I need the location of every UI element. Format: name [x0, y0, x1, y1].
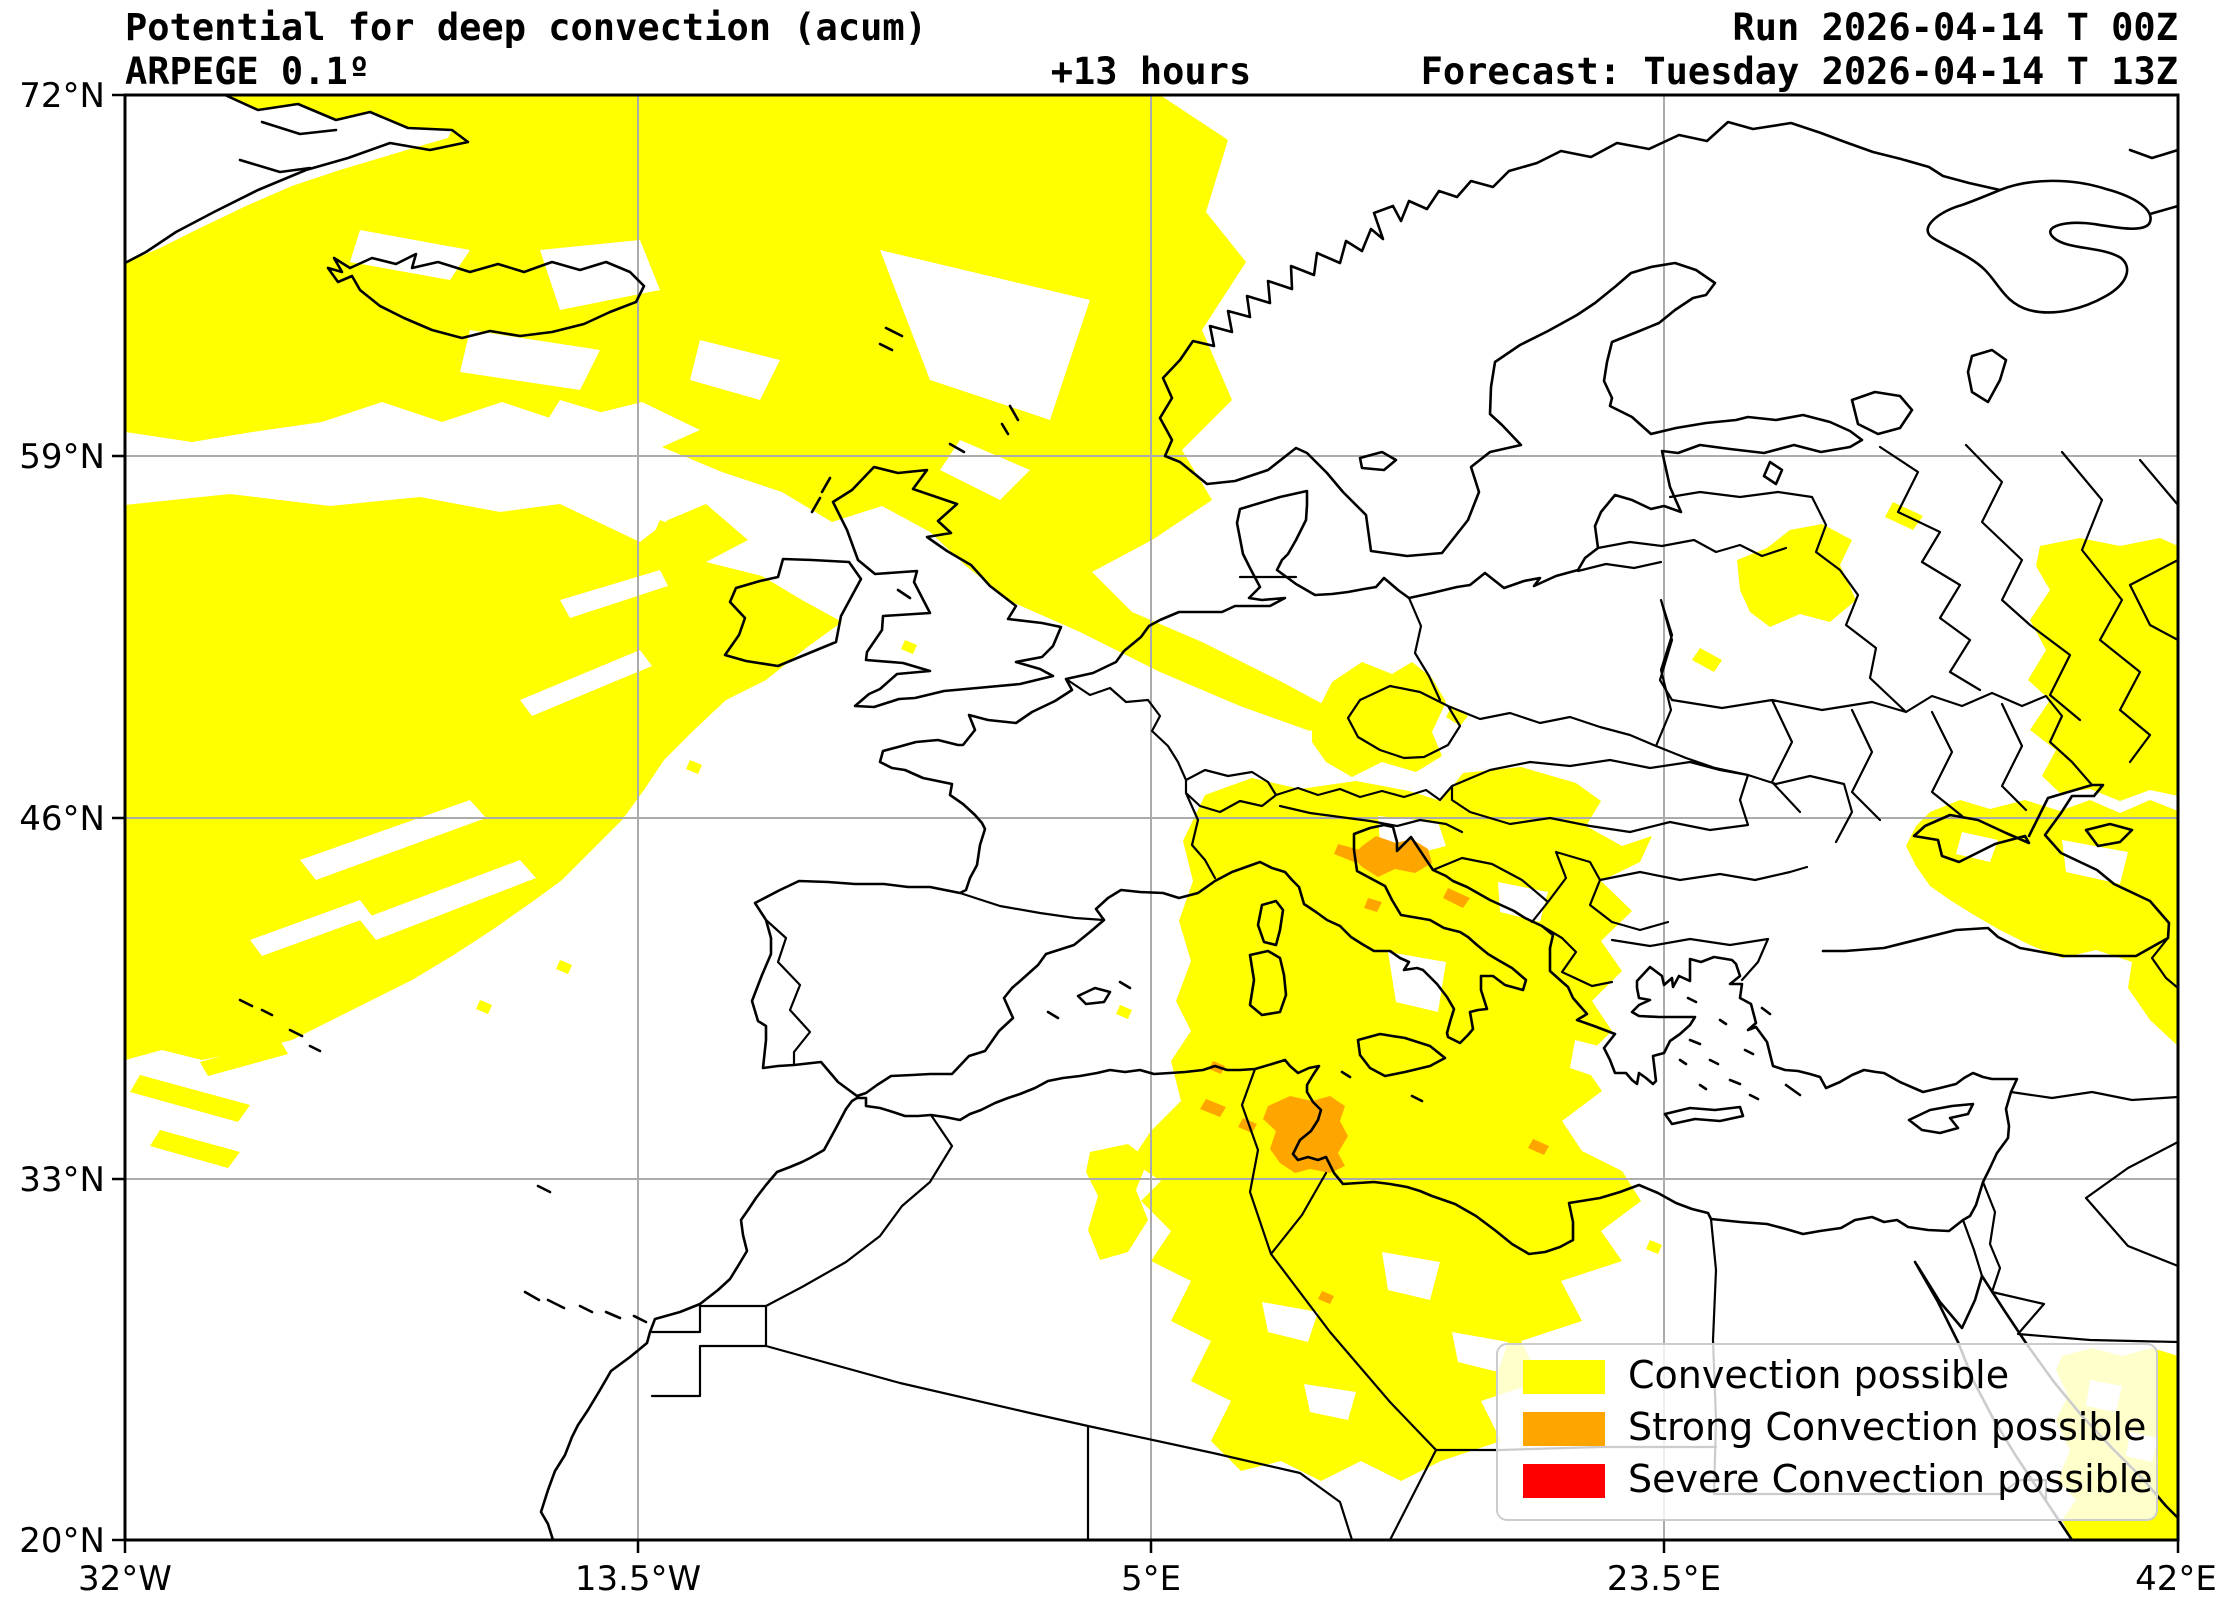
- legend-swatch-convection: [1523, 1360, 1605, 1394]
- forecast-label: Forecast: Tuesday 2026-04-14 T 13Z: [1421, 50, 2178, 93]
- lon-tick-label: 23.5°E: [1607, 1559, 1721, 1599]
- lat-tick-label: 33°N: [19, 1160, 105, 1200]
- lead-time-label: +13 hours: [1051, 50, 1251, 93]
- page-title: Potential for deep convection (acum): [125, 6, 927, 49]
- lon-tick-label: 42°E: [2135, 1559, 2217, 1599]
- lon-tick-label: 5°E: [1121, 1559, 1181, 1599]
- legend-label-convection: Convection possible: [1628, 1353, 2009, 1397]
- legend-box: [1496, 1343, 2158, 1521]
- legend-label-severe-convection: Severe Convection possible: [1628, 1457, 2153, 1501]
- lat-tick-label: 59°N: [19, 437, 105, 477]
- country-borders: [650, 443, 2180, 1542]
- lat-tick-label: 46°N: [19, 799, 105, 839]
- model-label: ARPEGE 0.1º: [125, 50, 370, 93]
- lon-tick-label: 13.5°W: [575, 1559, 701, 1599]
- legend: Convection possible Strong Convection po…: [1496, 1343, 2158, 1521]
- legend-label-strong-convection: Strong Convection possible: [1628, 1405, 2146, 1449]
- legend-swatch-severe-convection: [1523, 1464, 1605, 1498]
- lat-axis-labels: 72°N 59°N 46°N 33°N 20°N: [19, 76, 105, 1561]
- legend-swatch-strong-convection: [1523, 1412, 1605, 1446]
- axis-ticks: [112, 93, 2180, 1553]
- run-label: Run 2026-04-14 T 00Z: [1732, 6, 2178, 49]
- lat-tick-label: 72°N: [19, 76, 105, 116]
- lon-tick-label: 32°W: [78, 1559, 172, 1599]
- grid-lines: [125, 95, 2178, 1540]
- lon-axis-labels: 32°W 13.5°W 5°E 23.5°E 42°E: [78, 1559, 2217, 1599]
- lat-tick-label: 20°N: [19, 1521, 105, 1561]
- coastlines: [123, 93, 2180, 1542]
